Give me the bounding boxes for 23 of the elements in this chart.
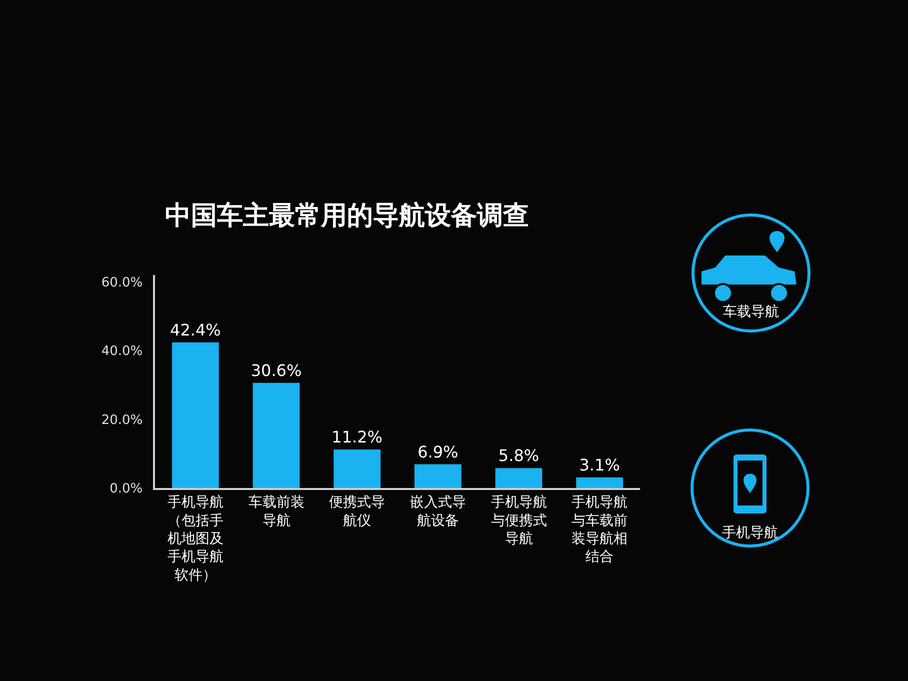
bar	[414, 464, 462, 488]
data-label: 30.6%	[250, 360, 302, 380]
x-tick-label: 手机导航与便携式导航	[490, 494, 547, 547]
x-tick-label: 嵌入式导航设备	[410, 494, 466, 529]
bar	[576, 477, 624, 488]
y-tick-label: 0.0%	[110, 482, 143, 497]
y-tick-label: 60.0%	[101, 275, 143, 290]
x-tick-label: 便携式导航仪	[329, 494, 386, 529]
y-tick-label: 40.0%	[101, 344, 143, 360]
bar	[495, 468, 542, 488]
bar	[334, 450, 381, 488]
data-label: 3.1%	[579, 455, 620, 474]
data-label: 6.9%	[418, 442, 458, 462]
data-label: 42.4%	[170, 320, 221, 340]
x-tick-label: 车载前装导航	[248, 494, 304, 529]
x-tick-label: 手机导航（包括手机地图及手机导航软件）	[167, 494, 224, 584]
data-label: 11.2%	[332, 428, 382, 447]
bar	[172, 342, 219, 488]
chart-title: 中国车主最常用的导航设备调查	[165, 201, 529, 232]
bar	[252, 382, 300, 488]
data-label: 5.8%	[498, 446, 540, 466]
x-tick-label: 手机导航与车载前装导航相结合	[572, 494, 628, 566]
y-tick-label: 20.0%	[101, 412, 143, 428]
